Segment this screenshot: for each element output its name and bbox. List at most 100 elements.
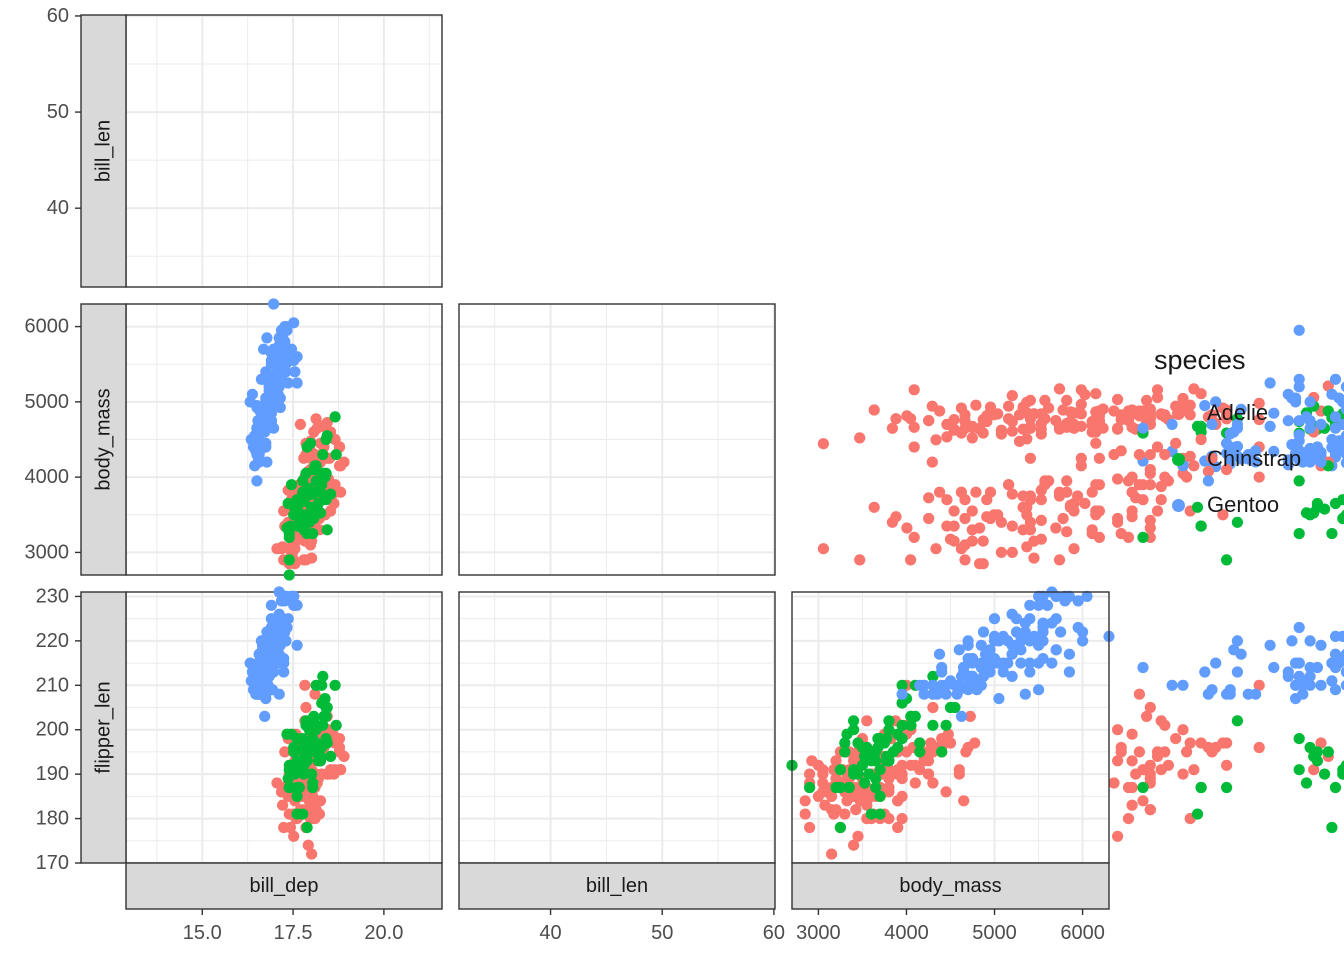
data-point <box>951 688 963 700</box>
data-point <box>908 441 920 453</box>
data-point <box>1293 415 1305 427</box>
data-point <box>1195 781 1207 794</box>
data-point <box>925 737 937 749</box>
data-point <box>261 332 273 344</box>
data-point <box>261 456 273 468</box>
data-point <box>1188 383 1200 395</box>
data-point <box>1072 595 1084 607</box>
data-point <box>1159 409 1171 421</box>
data-point <box>1231 666 1243 678</box>
data-point <box>1202 465 1214 478</box>
data-point <box>1217 509 1229 521</box>
panel-border <box>458 303 776 576</box>
data-point <box>1217 737 1229 749</box>
data-point <box>1013 409 1026 421</box>
data-point <box>1282 670 1294 683</box>
legend-key-adelie <box>1172 406 1185 420</box>
data-point <box>1112 724 1124 736</box>
data-point <box>274 639 286 651</box>
data-point <box>948 505 960 517</box>
data-point <box>1184 399 1196 411</box>
y-tick-label: 40 <box>47 197 69 219</box>
data-point <box>874 764 886 776</box>
data-point <box>1126 799 1138 811</box>
column-strip-label-bill-dep: bill_dep <box>250 875 319 897</box>
data-point <box>1326 675 1338 687</box>
data-point <box>988 630 1001 643</box>
data-point <box>834 781 847 794</box>
data-point <box>966 524 978 536</box>
data-point <box>936 746 948 758</box>
data-point <box>1035 494 1047 506</box>
data-point <box>298 741 310 754</box>
data-point <box>1340 430 1344 441</box>
data-point <box>966 432 978 444</box>
legend-key-gentoo <box>1172 498 1185 512</box>
data-point <box>941 431 953 443</box>
legend-item-chinstrap: Chinstrap <box>1150 436 1301 482</box>
data-point <box>1039 394 1051 406</box>
data-point <box>278 821 290 834</box>
data-point <box>319 471 331 483</box>
data-point <box>940 688 952 700</box>
data-point <box>1210 657 1222 669</box>
data-point <box>995 428 1008 440</box>
data-point <box>1199 400 1211 412</box>
data-point <box>1003 400 1015 412</box>
data-point <box>868 501 880 513</box>
data-point <box>870 746 882 758</box>
series-chinstrap <box>281 411 342 581</box>
data-point <box>273 608 285 620</box>
data-point <box>1024 490 1036 502</box>
data-point <box>265 407 277 419</box>
data-point <box>1122 531 1135 544</box>
x-tick-label: 5000 <box>972 922 1017 944</box>
data-point <box>1144 408 1156 420</box>
data-point <box>1024 599 1036 611</box>
data-point <box>988 653 1001 665</box>
data-point <box>1151 384 1164 396</box>
data-point <box>1231 422 1243 434</box>
data-point <box>1006 520 1018 532</box>
data-point <box>883 715 895 727</box>
data-point <box>289 366 301 378</box>
data-point <box>1006 648 1018 660</box>
data-point <box>1293 764 1305 776</box>
legend-key-chinstrap <box>1172 452 1185 466</box>
data-point <box>1068 543 1080 555</box>
data-point <box>955 710 968 723</box>
data-point <box>310 413 322 425</box>
data-point <box>1202 741 1214 754</box>
data-point <box>333 746 346 758</box>
data-point <box>277 590 289 603</box>
data-point <box>896 813 908 825</box>
data-point <box>1133 746 1145 758</box>
data-point <box>314 750 327 763</box>
data-point <box>283 528 295 540</box>
data-point <box>1063 590 1075 603</box>
data-point <box>1126 755 1138 767</box>
data-point <box>959 422 971 434</box>
data-point <box>255 443 267 455</box>
series-gentoo <box>244 586 303 723</box>
row-strip <box>80 14 127 288</box>
data-point <box>1293 733 1305 745</box>
data-point <box>868 404 880 416</box>
data-point <box>962 679 974 691</box>
panel-body-mass-vs-flipper-len <box>786 586 1115 864</box>
data-point <box>1326 388 1338 400</box>
data-point <box>1195 520 1207 532</box>
series-gentoo <box>896 586 1115 723</box>
data-point <box>1304 415 1316 427</box>
data-point <box>934 486 946 498</box>
data-point <box>1224 452 1236 464</box>
data-point <box>1112 422 1124 434</box>
data-point <box>944 418 957 430</box>
data-point <box>1144 522 1156 534</box>
y-tick-label: 5000 <box>25 391 70 413</box>
data-point <box>266 358 279 370</box>
data-point <box>870 781 882 794</box>
data-point <box>261 626 273 638</box>
data-point <box>874 790 886 803</box>
data-point <box>304 539 317 551</box>
